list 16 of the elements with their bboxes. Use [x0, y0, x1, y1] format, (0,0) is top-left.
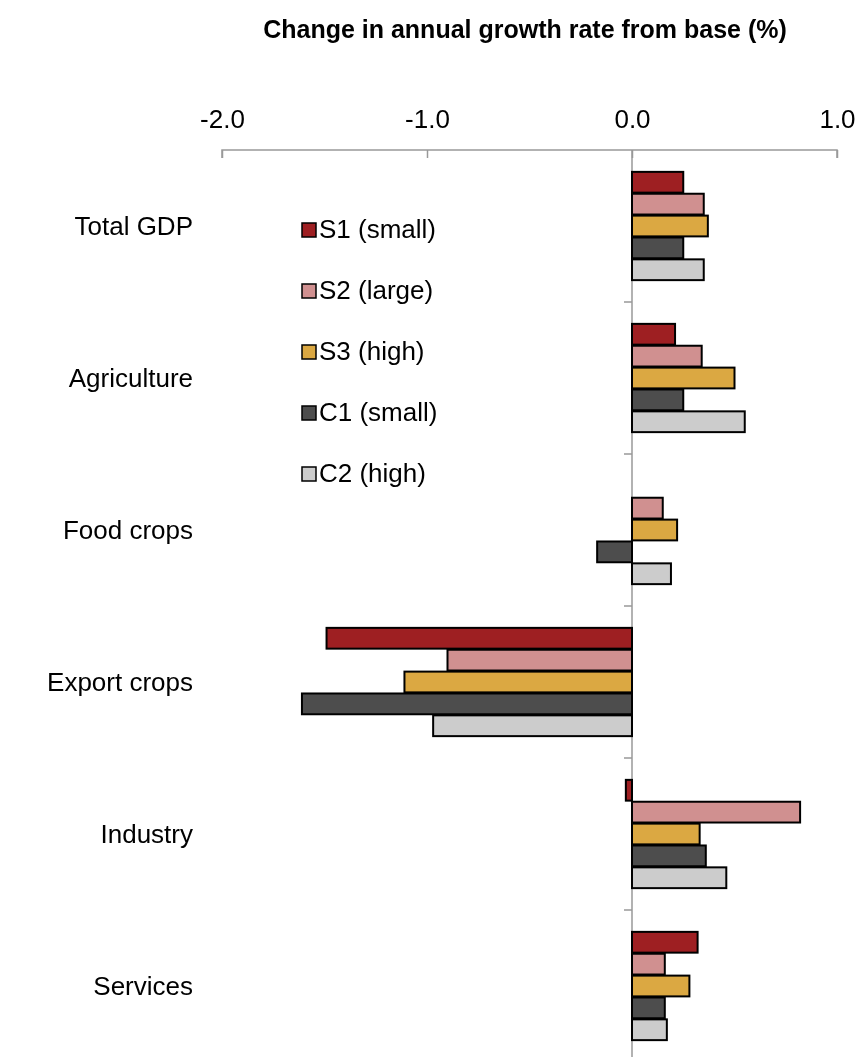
chart-title: Change in annual growth rate from base (%): [263, 15, 787, 43]
y-tick-label: Export crops: [47, 667, 193, 697]
legend-label: S3 (high): [319, 336, 425, 366]
y-tick-label: Industry: [100, 819, 193, 849]
y-tick-label: Food crops: [62, 515, 193, 545]
x-tick-label: -1.0: [405, 104, 450, 134]
legend-label: C2 (high): [319, 458, 426, 488]
y-tick-label: Services: [93, 971, 193, 1001]
x-tick-label: 1.0: [819, 104, 856, 134]
legend-label: S2 (large): [319, 275, 434, 305]
x-tick-label: 0.0: [614, 104, 651, 134]
y-tick-label: Total GDP: [74, 211, 193, 241]
legend-label: C1 (small): [319, 397, 438, 427]
legend-label: S1 (small): [319, 214, 437, 244]
x-tick-label: -2.0: [200, 104, 245, 134]
y-tick-label: Agriculture: [68, 363, 193, 393]
